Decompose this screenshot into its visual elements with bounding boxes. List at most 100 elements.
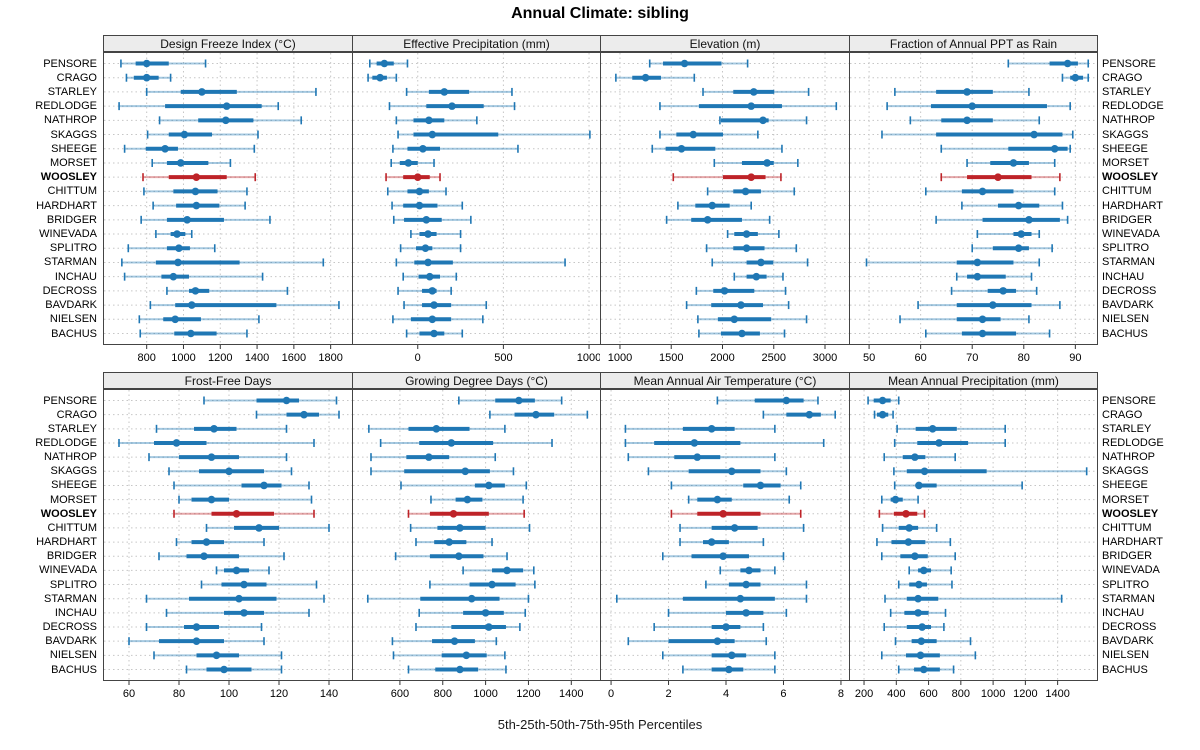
station-label-right-chittum: CHITTUM [1102, 185, 1152, 197]
station-series-starley [368, 424, 506, 433]
station-series-nathrop [148, 453, 288, 462]
gridlines [601, 53, 849, 344]
median-dot [690, 439, 699, 447]
station-series-hardhart [391, 201, 464, 210]
station-series-sheege [392, 144, 519, 153]
median-dot [989, 301, 997, 309]
gridlines [601, 390, 849, 680]
panel-strip-effective-precipitation-mm: Effective Precipitation (mm) [352, 35, 601, 52]
tick-label: 200 [855, 688, 873, 700]
gridlines [850, 53, 1097, 344]
station-series-skaggs [370, 467, 515, 476]
median-dot [169, 272, 178, 281]
station-series-bavdark [627, 637, 768, 646]
station-label-right-skaggs: SKAGGS [1102, 129, 1149, 141]
median-dot [192, 173, 201, 181]
station-series-skaggs [893, 467, 1088, 476]
median-dot [173, 230, 181, 238]
station-series-decross [166, 286, 289, 295]
station-label-left-bridger: BRIDGER [46, 550, 97, 562]
median-dot [485, 481, 493, 490]
median-dot [432, 425, 441, 433]
median-dot [445, 538, 453, 546]
panel-strip-mean-annual-air-temperature-c: Mean Annual Air Temperature (°C) [600, 372, 850, 389]
station-series-crago [125, 73, 172, 82]
station-label-right-hardhart: HARDHART [1102, 536, 1163, 548]
x-axis-mean-annual-precipitation-mm: 200 400 600 800 1000 1200 1400 [850, 681, 1097, 701]
station-series-splitro [200, 580, 318, 589]
station-series-crago [615, 73, 696, 82]
panel-plot-design-freeze-index-c [103, 52, 353, 345]
tick-label: 1000 [981, 688, 1005, 700]
gridlines [104, 390, 352, 680]
station-series-nielsen [392, 651, 506, 660]
station-series-crago [255, 410, 340, 419]
station-series-redlodge [886, 102, 1071, 111]
station-series-woosley [672, 173, 782, 182]
median-dot [878, 396, 887, 405]
x-axis-canvas: 600 800 1000 1200 1400 [391, 681, 584, 700]
median-dot [911, 552, 919, 561]
station-label-left-decross: DECROSS [42, 285, 97, 297]
station-series-starman [616, 594, 808, 603]
x-axis-canvas: 0 500 1000 [415, 345, 601, 364]
station-series-morset [880, 495, 919, 504]
x-axis-canvas: 800 1000 1200 1400 1600 1800 [138, 345, 343, 364]
median-dot [212, 651, 221, 660]
median-dot [782, 396, 791, 405]
tick-label: 2000 [710, 352, 734, 364]
station-series-bavdark [128, 637, 265, 646]
median-dot [222, 102, 231, 110]
station-label-left-sheege: SHEEGE [51, 479, 97, 491]
station-series-crago [873, 410, 894, 419]
station-series-nielsen [153, 651, 283, 660]
median-dot [918, 623, 926, 631]
median-dot [255, 524, 263, 532]
station-label-right-redlodge: REDLODGE [1102, 100, 1164, 112]
station-label-left-hardhart: HARDHART [36, 536, 97, 548]
tick-label: 4 [723, 688, 729, 700]
station-series-nathrop [909, 116, 1041, 125]
station-label-right-starman: STARMAN [1102, 593, 1155, 605]
median-dot [187, 301, 196, 309]
median-dot [232, 509, 241, 518]
median-dot [192, 637, 201, 645]
median-dot [916, 651, 925, 660]
station-series-chittum [881, 523, 938, 532]
station-series-inchau [165, 608, 310, 617]
median-dot [745, 566, 753, 575]
panel-plot-mean-annual-air-temperature-c [600, 389, 850, 681]
tick-label: 1800 [318, 352, 342, 364]
panel-plot-elevation-m [600, 52, 850, 345]
x-axis-canvas: 0 2 4 6 8 [608, 681, 844, 700]
station-label-left-crago: CRAGO [56, 409, 97, 421]
station-series-inchau [667, 608, 788, 617]
x-axis-fraction-of-annual-ppt-as-rain: 50 60 70 80 90 [850, 345, 1097, 365]
panel-strip-design-freeze-index-c: Design Freeze Index (°C) [103, 35, 353, 52]
station-label-left-bridger: BRIDGER [46, 214, 97, 226]
station-label-left-splitro: SPLITRO [49, 579, 97, 591]
median-dot [142, 59, 151, 68]
station-label-left-starley: STARLEY [47, 423, 97, 435]
station-series-inchau [418, 608, 527, 617]
panel-plot-mean-annual-precipitation-mm [849, 389, 1098, 681]
median-dot [447, 439, 456, 447]
median-dot [456, 665, 464, 674]
x-axis-canvas: 60 80 100 120 140 [123, 681, 338, 700]
panel-plot-growing-degree-days-c [352, 389, 601, 681]
station-label-right-woosley: WOOSLEY [1102, 171, 1159, 183]
station-series-morset [178, 495, 313, 504]
station-label-left-chittum: CHITTUM [47, 522, 98, 534]
station-label-right-nathrop: NATHROP [1102, 114, 1155, 126]
station-label-right-sheege: SHEEGE [1102, 479, 1148, 491]
tick-label: 50 [863, 352, 875, 364]
median-dot [727, 467, 736, 476]
station-series-crago [489, 410, 589, 419]
station-series-chittum [706, 187, 796, 196]
median-dot [221, 116, 230, 125]
station-series-winevada [155, 230, 193, 239]
station-series-inchau [123, 272, 264, 281]
station-label-left-nielsen: NIELSEN [49, 649, 97, 661]
station-label-right-bachus: BACHUS [1102, 664, 1148, 676]
station-series-nielsen [138, 315, 260, 324]
